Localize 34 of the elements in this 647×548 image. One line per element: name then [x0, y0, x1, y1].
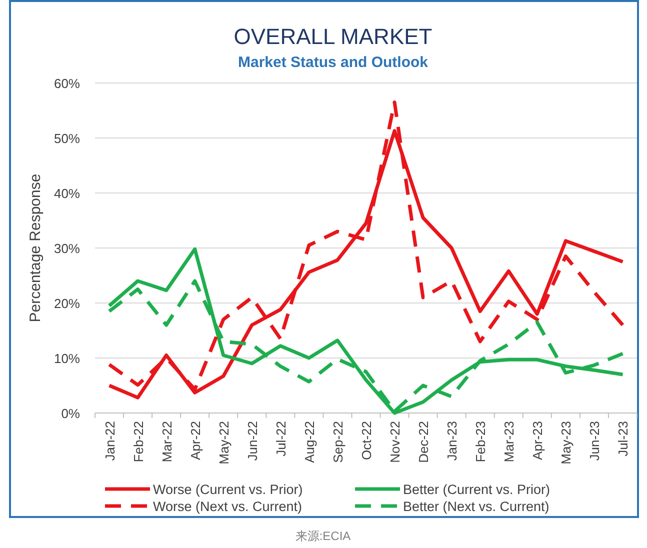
legend-label: Worse (Next vs. Current)	[153, 499, 302, 514]
x-tick-label: Jul-22	[273, 421, 288, 456]
x-tick-label: Jan-22	[102, 421, 118, 461]
x-tick-label: Mar-23	[502, 421, 517, 462]
y-tick-label: 20%	[54, 296, 80, 311]
x-tick-label: Jun-23	[587, 421, 602, 461]
chart-subtitle: Market Status and Outlook	[238, 54, 429, 71]
x-tick-label: Sep-22	[330, 421, 346, 463]
y-tick-label: 30%	[54, 241, 80, 256]
x-tick-label: May-22	[216, 421, 232, 464]
y-tick-label: 0%	[61, 406, 80, 421]
x-tick-label: Dec-22	[416, 421, 432, 463]
x-tick-label: Apr-23	[530, 421, 546, 460]
y-tick-label: 10%	[54, 351, 80, 366]
x-tick-label: May-23	[558, 421, 574, 464]
source-note: 来源:ECIA	[295, 529, 351, 543]
x-tick-label: Apr-22	[188, 421, 203, 460]
x-tick-label: Mar-22	[159, 421, 174, 462]
x-tick-label: Nov-22	[388, 421, 403, 463]
y-tick-label: 40%	[54, 186, 80, 201]
y-tick-label: 50%	[54, 131, 80, 146]
legend-label: Better (Current vs. Prior)	[403, 482, 550, 497]
x-tick-label: Jul-23	[616, 421, 631, 456]
y-axis-title: Percentage Response	[27, 174, 44, 322]
x-tick-label: Aug-22	[302, 421, 317, 463]
x-tick-label: Feb-23	[473, 421, 488, 462]
x-tick-label: Jun-22	[244, 421, 260, 461]
y-tick-label: 60%	[54, 76, 80, 91]
legend-label: Worse (Current vs. Prior)	[153, 482, 303, 497]
x-tick-label: Jan-23	[444, 421, 460, 461]
x-tick-label: Feb-22	[130, 421, 146, 462]
chart-title: OVERALL MARKET	[234, 24, 432, 49]
legend-label: Better (Next vs. Current)	[403, 499, 550, 514]
x-tick-label: Oct-22	[359, 421, 374, 460]
